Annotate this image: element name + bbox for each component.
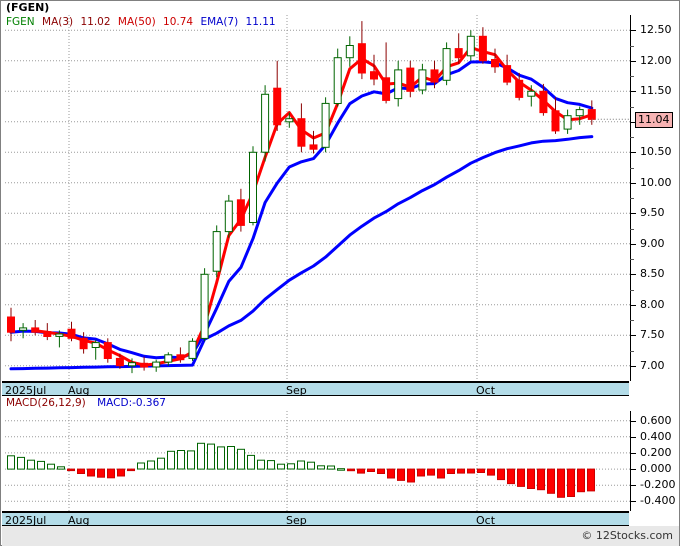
- macd-chart-svg: [5, 411, 630, 511]
- price-axis-label: 12.50: [640, 23, 672, 36]
- x-axis-label: Aug: [68, 384, 90, 397]
- macd-axis-label: -0.200: [640, 478, 676, 491]
- axis-tick: [630, 501, 636, 502]
- legend-ma50-label: MA(50): [117, 16, 156, 28]
- price-axis-label: 10.50: [640, 145, 672, 158]
- axis-tick: [630, 305, 636, 306]
- price-axis-label: 9.50: [640, 206, 665, 219]
- axis-tick: [630, 30, 636, 31]
- axis-tick: [630, 61, 636, 62]
- current-price-tag: 11.04: [635, 112, 673, 128]
- x-axis-label: Oct: [476, 514, 496, 527]
- price-x-axis-band: 2025Jul Aug Sep Oct: [2, 381, 629, 397]
- axis-minor-tick: [630, 351, 634, 352]
- macd-axis-label: 0.400: [640, 430, 672, 443]
- price-axis-label: 12.00: [640, 54, 672, 67]
- price-chart-svg: [5, 15, 630, 381]
- axis-minor-tick: [630, 137, 634, 138]
- macd-axis-label: 0.000: [640, 462, 672, 475]
- axis-minor-tick: [630, 107, 634, 108]
- price-axis-label: 7.00: [640, 359, 665, 372]
- axis-minor-tick: [630, 46, 634, 47]
- axis-minor-tick: [630, 290, 634, 291]
- axis-tick: [630, 122, 636, 123]
- footer-bar: © 12Stocks.com: [2, 526, 679, 546]
- macd-plot: [5, 411, 630, 511]
- axis-tick: [630, 469, 636, 470]
- price-axis-label: 9.00: [640, 237, 665, 250]
- macd-axis-label: -0.400: [640, 494, 676, 507]
- price-axis-label: 10.00: [640, 176, 672, 189]
- axis-tick: [630, 366, 636, 367]
- price-axis-label: 8.50: [640, 267, 665, 280]
- axis-tick: [630, 244, 636, 245]
- axis-line: [630, 411, 631, 511]
- macd-x-axis-band: 2025Jul Aug Sep Oct: [2, 511, 629, 527]
- macd-legend: MACD(26,12,9) MACD:-0.367: [6, 397, 166, 410]
- legend-ema7-value: 11.11: [245, 16, 276, 28]
- axis-minor-tick: [630, 259, 634, 260]
- price-axis-label: 7.50: [640, 328, 665, 341]
- axis-minor-tick: [630, 76, 634, 77]
- price-axis-label: 11.50: [640, 84, 672, 97]
- x-axis-label: Aug: [68, 514, 90, 527]
- axis-minor-tick: [630, 198, 634, 199]
- price-legend: FGEN MA(3) 11.02 MA(50) 10.74 EMA(7) 11.…: [6, 16, 280, 29]
- axis-minor-tick: [630, 229, 634, 230]
- macd-legend-name: MACD(26,12,9): [6, 397, 86, 409]
- legend-ema7-label: EMA(7): [200, 16, 239, 28]
- price-axis-right: 12.5012.0011.5011.0010.5010.009.509.008.…: [630, 15, 678, 381]
- legend-ma50-value: 10.74: [163, 16, 194, 28]
- x-axis-label: Sep: [286, 384, 307, 397]
- axis-tick: [630, 213, 636, 214]
- page-title: (FGEN): [6, 1, 50, 14]
- legend-symbol: FGEN: [6, 16, 35, 28]
- macd-axis-label: 0.200: [640, 446, 672, 459]
- x-axis-label: 2025Jul: [5, 514, 47, 527]
- price-plot: [5, 15, 630, 381]
- axis-tick: [630, 485, 636, 486]
- axis-tick: [630, 91, 636, 92]
- axis-tick: [630, 421, 636, 422]
- price-panel: FGEN MA(3) 11.02 MA(50) 10.74 EMA(7) 11.…: [2, 15, 679, 381]
- x-axis-label: 2025Jul: [5, 384, 47, 397]
- axis-tick: [630, 335, 636, 336]
- axis-tick: [630, 274, 636, 275]
- macd-legend-value: MACD:-0.367: [97, 397, 166, 409]
- legend-ma3-label: MA(3): [42, 16, 74, 28]
- copyright-label: © 12Stocks.com: [581, 529, 673, 542]
- legend-ma3-value: 11.02: [80, 16, 111, 28]
- axis-tick: [630, 152, 636, 153]
- axis-minor-tick: [630, 320, 634, 321]
- macd-panel: MACD(26,12,9) MACD:-0.367 0.600 0.400 0.20…: [2, 397, 679, 513]
- axis-tick: [630, 453, 636, 454]
- axis-tick: [630, 183, 636, 184]
- price-axis-label: 8.00: [640, 298, 665, 311]
- macd-axis-right: 0.600 0.400 0.200 0.000 -0.200 -0.400: [630, 411, 678, 511]
- axis-tick: [630, 437, 636, 438]
- axis-minor-tick: [630, 168, 634, 169]
- x-axis-label: Sep: [286, 514, 307, 527]
- macd-axis-label: 0.600: [640, 414, 672, 427]
- x-axis-label: Oct: [476, 384, 496, 397]
